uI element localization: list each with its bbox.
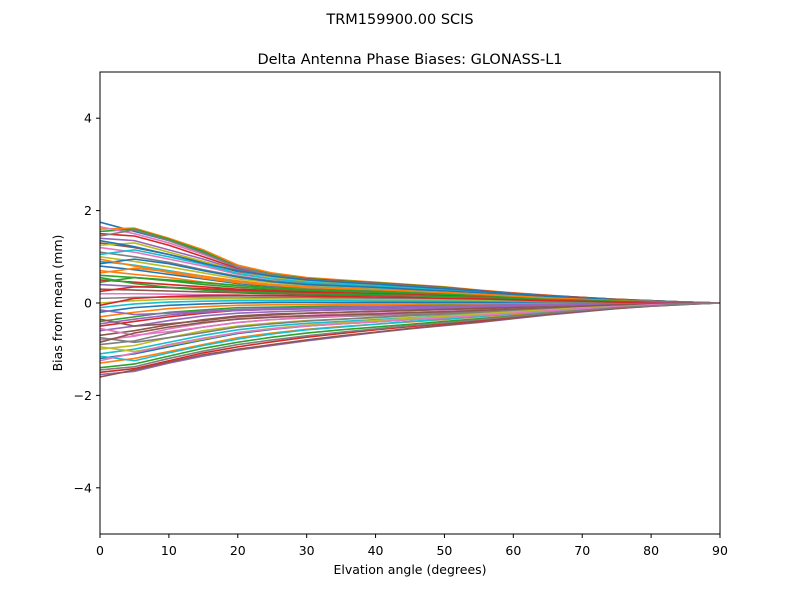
series-line-56 [100,302,720,344]
x-tick-label: 10 [161,543,177,558]
series-line-51 [100,239,720,304]
x-tick-label: 40 [368,543,384,558]
series-line-58 [100,302,720,371]
y-tick-label: −2 [74,388,92,403]
series-line-53 [100,276,720,304]
y-axis: −4 −2 0 2 4 [74,111,100,495]
y-tick-label: 0 [84,296,92,311]
x-tick-label: 80 [643,543,659,558]
x-axis: 0 10 20 30 40 50 60 70 80 90 [96,534,728,558]
x-tick-label: 50 [436,543,452,558]
y-tick-label: −4 [74,480,92,495]
series-line-49 [100,302,720,353]
y-tick-label: 2 [84,203,92,218]
series-line-57 [100,302,720,362]
x-axis-label: Elvation angle (degrees) [333,562,486,577]
x-tick-label: 70 [574,543,590,558]
x-tick-label: 90 [712,543,728,558]
series-line-36 [100,302,720,378]
x-tick-label: 0 [96,543,104,558]
x-tick-label: 20 [230,543,246,558]
chart-title: Delta Antenna Phase Biases: GLONASS-L1 [257,52,562,68]
y-axis-label: Bias from mean (mm) [50,235,65,372]
series-line-55 [100,302,720,325]
series-line-54 [100,294,720,307]
x-tick-label: 30 [299,543,315,558]
series-layer [100,221,720,378]
x-tick-label: 60 [505,543,521,558]
y-tick-label: 4 [84,111,92,126]
figure-suptitle: TRM159900.00 SCIS [325,12,473,28]
